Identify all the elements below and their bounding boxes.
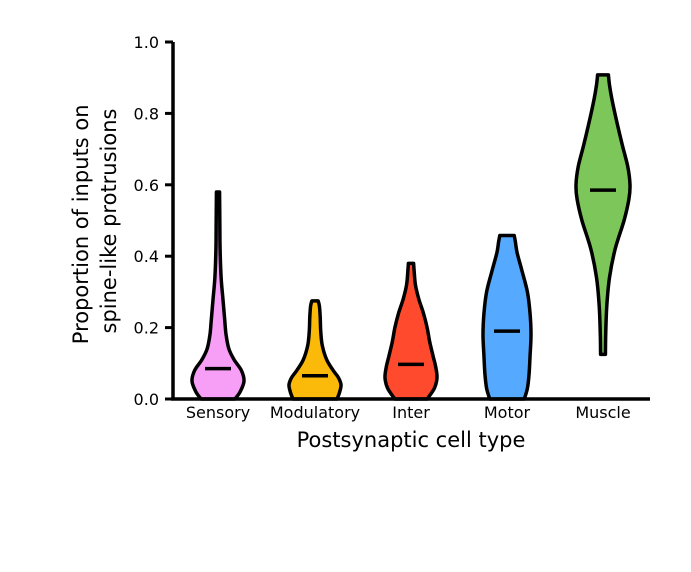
violin-modulatory — [287, 299, 343, 401]
violin-inter — [383, 261, 439, 401]
x-category-label: Motor — [484, 403, 531, 422]
x-category-labels: Sensory Modulatory Inter Motor Muscle — [186, 403, 631, 422]
y-tick-label: 0.6 — [134, 176, 159, 195]
x-category-label: Modulatory — [270, 403, 360, 422]
x-axis-title: Postsynaptic cell type — [297, 428, 526, 452]
violin-motor — [481, 233, 533, 401]
y-tick-label: 0.4 — [134, 247, 159, 266]
y-tick-label: 0.8 — [134, 104, 159, 123]
x-category-label: Inter — [392, 403, 430, 422]
y-tick-label: 0.0 — [134, 390, 159, 409]
violins — [190, 73, 632, 401]
y-axis-title-line-2: spine-like protrusions — [97, 109, 121, 334]
y-tick-label: 1.0 — [134, 33, 159, 52]
y-tick-label: 0.2 — [134, 319, 159, 338]
y-ticks: 0.0 0.2 0.4 0.6 0.8 1.0 — [134, 33, 173, 409]
y-axis-title-line-1: Proportion of inputs on — [69, 104, 93, 344]
violin-muscle — [574, 73, 632, 357]
x-category-label: Muscle — [575, 403, 630, 422]
y-axis-title: Proportion of inputs on spine-like protr… — [69, 98, 121, 344]
violin-sensory — [190, 190, 246, 401]
x-category-label: Sensory — [186, 403, 250, 422]
axes — [171, 42, 650, 401]
